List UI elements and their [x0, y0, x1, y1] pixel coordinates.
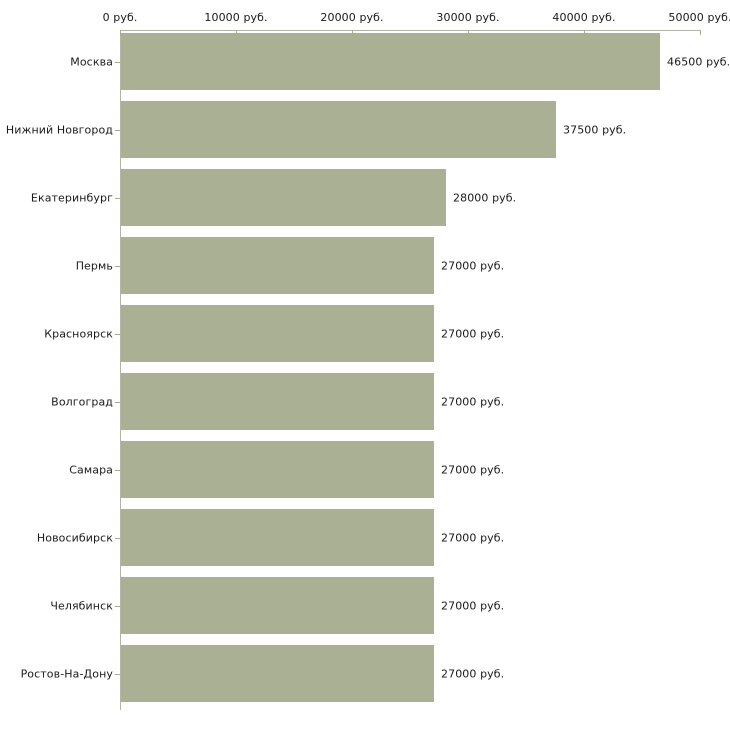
bar-value-label: 37500 руб. — [563, 123, 627, 136]
y-axis-tick-mark — [115, 470, 120, 471]
x-axis-tick-label: 10000 руб. — [204, 11, 268, 24]
bar-value-label: 27000 руб. — [441, 599, 505, 612]
y-axis-tick-mark — [115, 198, 120, 199]
y-axis-tick-mark — [115, 62, 120, 63]
y-axis-tick-mark — [115, 674, 120, 675]
y-axis-category-label: Москва — [70, 55, 113, 68]
bar-value-label: 27000 руб. — [441, 463, 505, 476]
y-axis-category-label: Пермь — [75, 259, 113, 272]
bar-value-label: 27000 руб. — [441, 531, 505, 544]
bar[interactable] — [121, 645, 434, 702]
bar[interactable] — [121, 509, 434, 566]
y-axis-category-label: Новосибирск — [36, 531, 113, 544]
bar-value-label: 27000 руб. — [441, 667, 505, 680]
y-axis-tick-mark — [115, 606, 120, 607]
x-axis-tick-mark — [468, 30, 469, 35]
bar[interactable] — [121, 577, 434, 634]
y-axis-tick-mark — [115, 266, 120, 267]
y-axis-tick-mark — [115, 402, 120, 403]
bar-value-label: 28000 руб. — [453, 191, 517, 204]
x-axis-tick-mark — [584, 30, 585, 35]
bar[interactable] — [121, 33, 660, 90]
x-axis-tick-label: 50000 руб. — [668, 11, 730, 24]
y-axis-tick-mark — [115, 130, 120, 131]
x-axis-tick-label: 40000 руб. — [552, 11, 616, 24]
bar[interactable] — [121, 237, 434, 294]
y-axis-category-label: Екатеринбург — [30, 191, 113, 204]
x-axis-tick-label: 30000 руб. — [436, 11, 500, 24]
x-axis-tick-mark — [700, 30, 701, 35]
y-axis-category-label: Челябинск — [50, 599, 113, 612]
y-axis-category-label: Ростов-На-Дону — [20, 667, 113, 680]
y-axis-category-label: Красноярск — [44, 327, 113, 340]
y-axis-category-label: Самара — [69, 463, 113, 476]
bar-value-label: 27000 руб. — [441, 327, 505, 340]
y-axis-line — [120, 30, 121, 710]
x-axis-line — [120, 30, 700, 31]
bar[interactable] — [121, 373, 434, 430]
x-axis-tick-mark — [236, 30, 237, 35]
x-axis-tick-label: 0 руб. — [102, 11, 138, 24]
bar-value-label: 27000 руб. — [441, 259, 505, 272]
y-axis-category-label: Волгоград — [51, 395, 113, 408]
y-axis-category-label: Нижний Новгород — [5, 123, 113, 136]
bar[interactable] — [121, 101, 556, 158]
bar-value-label: 27000 руб. — [441, 395, 505, 408]
bar[interactable] — [121, 169, 446, 226]
x-axis-tick-mark — [352, 30, 353, 35]
y-axis-tick-mark — [115, 538, 120, 539]
bar-value-label: 46500 руб. — [667, 55, 730, 68]
bar[interactable] — [121, 441, 434, 498]
x-axis-tick-label: 20000 руб. — [320, 11, 384, 24]
y-axis-tick-mark — [115, 334, 120, 335]
x-axis-tick-mark — [120, 30, 121, 35]
bar[interactable] — [121, 305, 434, 362]
